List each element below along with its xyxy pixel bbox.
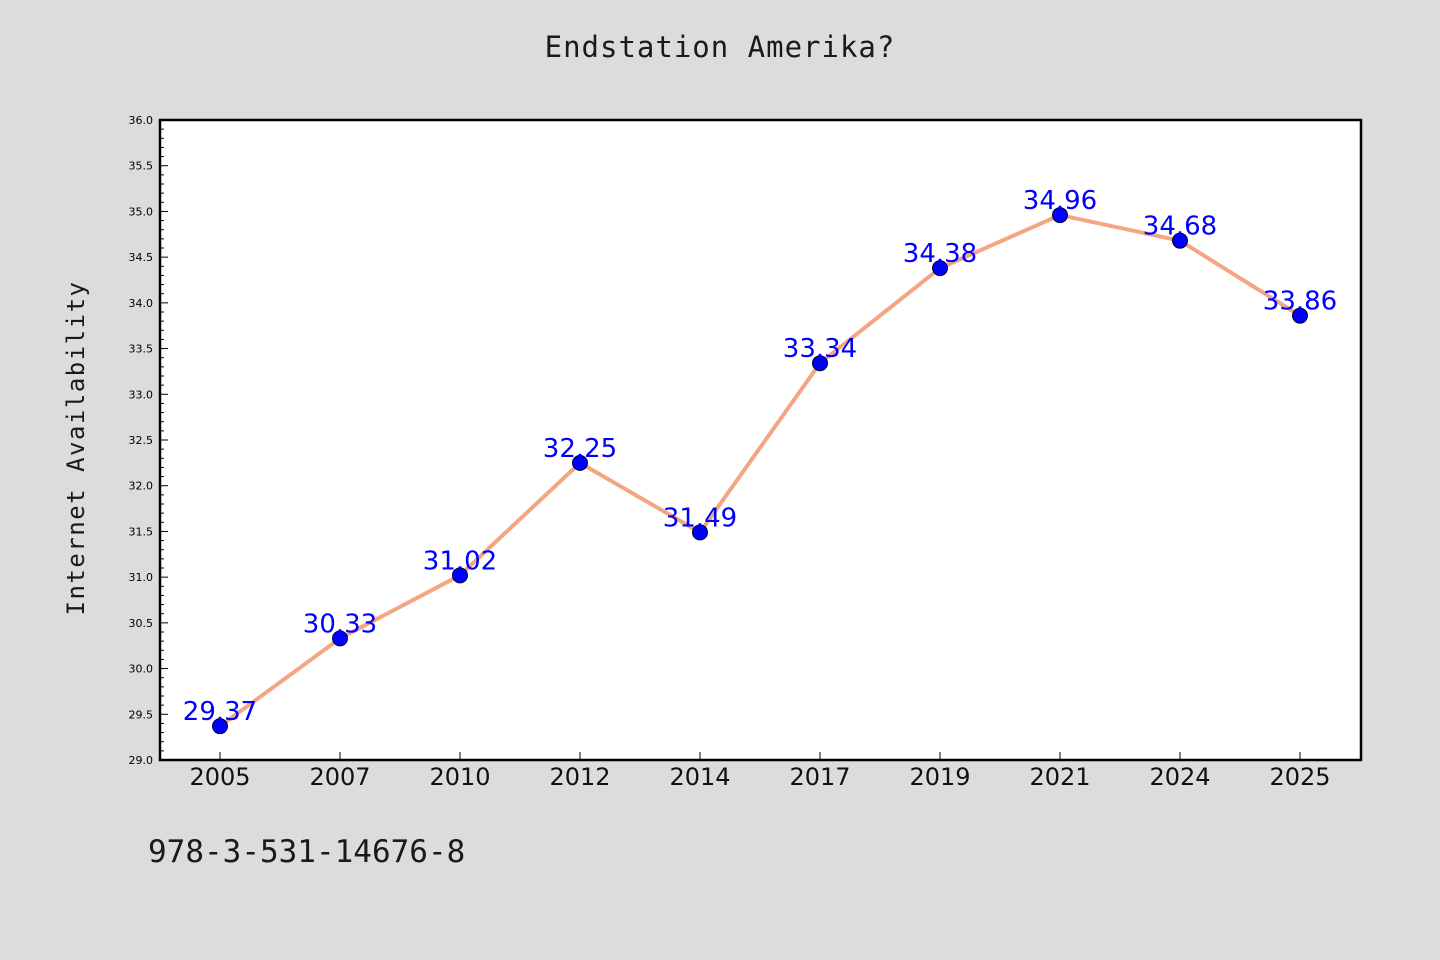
- y-tick-label: 31.0: [129, 571, 154, 584]
- data-label: 32.25: [543, 434, 617, 464]
- plot-area: [160, 120, 1361, 760]
- data-point: [692, 524, 708, 541]
- footer-code: 978-3-531-14676-8: [148, 834, 466, 870]
- y-tick-label: 32.5: [129, 434, 154, 447]
- chart-title: Endstation Amerika?: [544, 30, 896, 64]
- x-tick-label: 2021: [1029, 763, 1090, 791]
- x-tick-label: 2007: [309, 763, 370, 791]
- x-tick-label: 2024: [1149, 763, 1210, 791]
- x-tick-label: 2010: [429, 763, 490, 791]
- y-tick-label: 32.0: [129, 480, 154, 493]
- y-tick-label: 34.0: [129, 297, 154, 310]
- x-tick-label: 2012: [549, 763, 610, 791]
- data-point: [212, 718, 228, 735]
- data-point: [452, 567, 468, 584]
- data-point: [572, 454, 588, 471]
- plot-frame: [158, 118, 1363, 762]
- data-label: 34.68: [1143, 212, 1217, 242]
- y-tick-label: 35.0: [129, 205, 154, 218]
- y-tick-label: 30.0: [129, 663, 154, 676]
- data-point: [812, 355, 828, 372]
- data-point: [1292, 307, 1308, 324]
- data-label: 29.37: [183, 697, 257, 727]
- data-label: 31.02: [423, 546, 497, 576]
- y-tick-label: 29.0: [129, 754, 154, 767]
- data-point: [932, 260, 948, 277]
- data-point: [1172, 232, 1188, 249]
- y-tick-label: 33.5: [129, 343, 154, 356]
- x-tick-label: 2017: [789, 763, 850, 791]
- data-point: [332, 630, 348, 647]
- series-line: [218, 213, 1302, 729]
- data-labels: 29.37 30.33 31.02 32.25 31.49 33.34 34.38 34.96…: [183, 186, 1337, 727]
- data-point: [1052, 207, 1068, 224]
- data-label: 33.34: [783, 334, 857, 364]
- x-tick-label: 2005: [189, 763, 250, 791]
- y-tick-label: 29.5: [129, 708, 154, 721]
- markers: [212, 207, 1308, 735]
- y-tick-label: 35.5: [129, 160, 154, 173]
- y-major-ticks: 29.0 29.5 30.0 30.5 31.0 31.5 32.0 32.5 33.0 33.5…: [129, 114, 168, 767]
- y-tick-label: 31.5: [129, 525, 154, 538]
- data-label: 33.86: [1263, 287, 1337, 317]
- y-tick-label: 30.5: [129, 617, 154, 630]
- x-tick-label: 2025: [1269, 763, 1330, 791]
- x-tick-label: 2019: [909, 763, 970, 791]
- y-tick-label: 33.0: [129, 388, 154, 401]
- data-label: 30.33: [303, 609, 377, 639]
- x-ticks: 2005 2007 2010 2012 2014 2017 2019 2021 2024 2025: [189, 752, 1331, 791]
- y-tick-label: 34.5: [129, 251, 154, 264]
- data-label: 34.38: [903, 239, 977, 269]
- x-tick-label: 2014: [669, 763, 730, 791]
- series-group: [218, 213, 1302, 729]
- y-tick-label: 36.0: [129, 114, 154, 127]
- data-label: 34.96: [1023, 186, 1097, 216]
- data-label: 31.49: [663, 503, 737, 533]
